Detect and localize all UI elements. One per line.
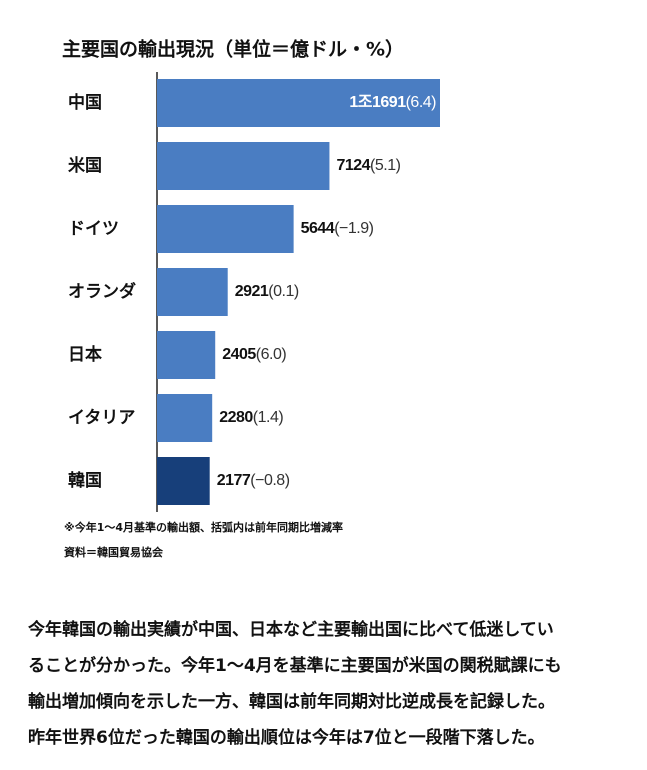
value-label: 1조1691(6.4) bbox=[349, 94, 436, 111]
bar bbox=[157, 457, 210, 505]
category-label: 中国 bbox=[68, 92, 102, 113]
value-label: 2405(6.0) bbox=[222, 346, 286, 363]
bar bbox=[157, 268, 228, 316]
article-line: 輸出増加傾向を示した一方、韓国は前年同期対比逆成長を記録した。 bbox=[28, 691, 555, 712]
note: 資料＝韓国貿易協会 bbox=[64, 545, 164, 559]
bar bbox=[157, 142, 330, 190]
value-text: 5644 bbox=[301, 220, 335, 237]
value-label: 2177(−0.8) bbox=[217, 472, 290, 489]
change-text: (−1.9) bbox=[334, 220, 373, 237]
value-text: 1조1691 bbox=[349, 94, 406, 111]
value-label: 5644(−1.9) bbox=[301, 220, 374, 237]
chart-title: 主要国の輸出現況（単位＝億ドル・%） bbox=[62, 38, 404, 61]
change-text: (6.4) bbox=[406, 94, 437, 111]
category-label: イタリア bbox=[68, 408, 135, 428]
category-label: オランダ bbox=[68, 281, 136, 302]
bar bbox=[157, 394, 213, 442]
value-text: 2280 bbox=[219, 409, 253, 426]
category-label: 米国 bbox=[68, 155, 102, 176]
change-text: (1.4) bbox=[253, 409, 284, 426]
value-text: 2921 bbox=[235, 283, 269, 300]
bar bbox=[157, 331, 216, 379]
change-text: (0.1) bbox=[268, 283, 299, 300]
article-line: 昨年世界6位だった韓国の輸出順位は今年は7位と一段階下落した。 bbox=[28, 727, 545, 748]
value-text: 2177 bbox=[217, 472, 251, 489]
bar bbox=[157, 205, 294, 253]
value-text: 2405 bbox=[222, 346, 256, 363]
note: ※今年1～4月基準の輸出額、括弧内は前年同期比増減率 bbox=[64, 520, 343, 534]
category-label: ドイツ bbox=[68, 219, 119, 239]
value-label: 2280(1.4) bbox=[219, 409, 283, 426]
value-label: 7124(5.1) bbox=[336, 157, 400, 174]
article-line: 今年韓国の輸出実績が中国、日本など主要輸出国に比べて低迷してい bbox=[28, 619, 554, 640]
change-text: (5.1) bbox=[370, 157, 401, 174]
value-label: 2921(0.1) bbox=[235, 283, 299, 300]
article-line: ることが分かった。今年1～4月を基準に主要国が米国の関税賦課にも bbox=[28, 655, 562, 676]
change-text: (−0.8) bbox=[250, 472, 289, 489]
category-label: 韓国 bbox=[68, 470, 102, 491]
value-text: 7124 bbox=[336, 157, 370, 174]
category-label: 日本 bbox=[68, 344, 102, 365]
change-text: (6.0) bbox=[256, 346, 287, 363]
bar bbox=[157, 79, 440, 127]
